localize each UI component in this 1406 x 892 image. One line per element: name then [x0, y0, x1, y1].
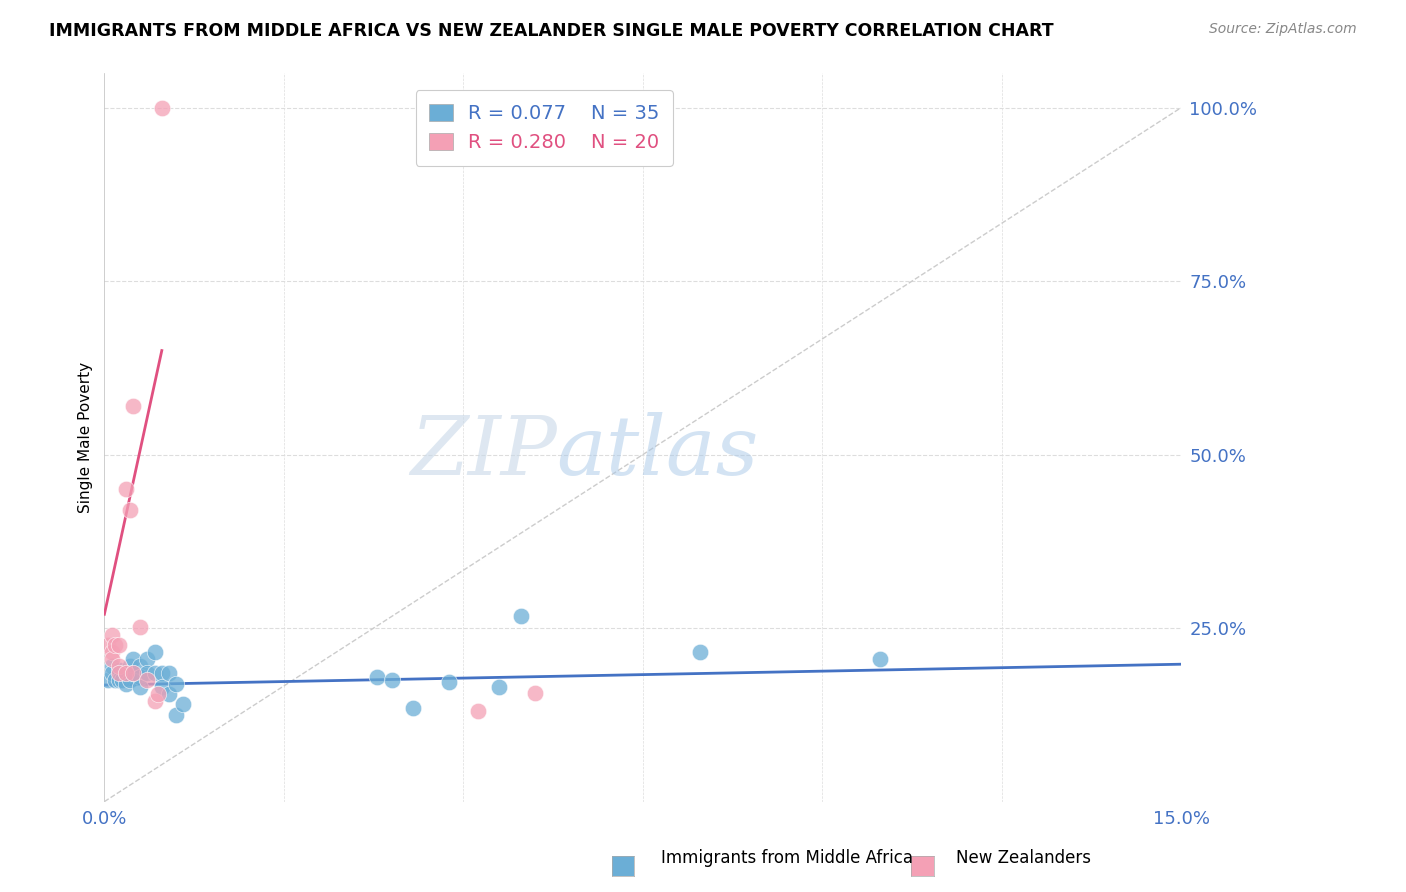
Point [118, 659, 141, 673]
Point [172, 698, 194, 712]
Text: atlas: atlas [557, 412, 759, 491]
Point [129, 620, 152, 634]
Point [100, 645, 122, 659]
Point [115, 666, 138, 681]
Text: Source: ZipAtlas.com: Source: ZipAtlas.com [1209, 22, 1357, 37]
Point [100, 652, 122, 666]
Point [122, 652, 145, 666]
Legend: R = 0.077    N = 35, R = 0.280    N = 20: R = 0.077 N = 35, R = 0.280 N = 20 [416, 90, 673, 166]
Text: New Zealanders: New Zealanders [956, 849, 1091, 867]
Point [129, 680, 152, 694]
Point [129, 659, 152, 673]
Point [136, 673, 159, 688]
Point [104, 673, 127, 688]
Point [97, 673, 120, 688]
Point [143, 694, 166, 708]
Point [118, 503, 141, 517]
Point [150, 101, 173, 115]
Point [366, 670, 388, 684]
Y-axis label: Single Male Poverty: Single Male Poverty [79, 362, 93, 513]
Text: Immigrants from Middle Africa: Immigrants from Middle Africa [661, 849, 912, 867]
Point [118, 673, 141, 688]
Point [165, 676, 187, 690]
Point [97, 639, 120, 653]
Text: IMMIGRANTS FROM MIDDLE AFRICA VS NEW ZEALANDER SINGLE MALE POVERTY CORRELATION C: IMMIGRANTS FROM MIDDLE AFRICA VS NEW ZEA… [49, 22, 1054, 40]
Point [136, 666, 159, 681]
Point [402, 701, 425, 715]
Point [136, 652, 159, 666]
Point [100, 659, 122, 673]
Point [107, 663, 129, 677]
Text: ZIP: ZIP [409, 412, 557, 491]
Point [122, 399, 145, 413]
Point [150, 680, 173, 694]
Point [107, 673, 129, 688]
Point [689, 645, 711, 659]
Point [380, 673, 402, 688]
Point [509, 608, 531, 623]
Point [129, 670, 152, 684]
Point [467, 705, 489, 719]
Point [143, 666, 166, 681]
Point [437, 675, 460, 690]
Point [107, 639, 129, 653]
Point [524, 686, 547, 700]
Point [115, 676, 138, 690]
Point [122, 666, 145, 681]
Point [869, 652, 891, 666]
Point [100, 666, 122, 681]
Point [122, 666, 145, 681]
Point [100, 628, 122, 642]
Point [104, 639, 127, 653]
Point [107, 659, 129, 673]
Point [115, 483, 138, 497]
Point [157, 666, 180, 681]
Point [150, 666, 173, 681]
Point [111, 673, 134, 688]
Point [107, 666, 129, 681]
Point [115, 666, 138, 681]
Point [165, 707, 187, 722]
Point [157, 687, 180, 701]
Point [148, 687, 170, 701]
Point [143, 645, 166, 659]
Point [488, 680, 510, 694]
